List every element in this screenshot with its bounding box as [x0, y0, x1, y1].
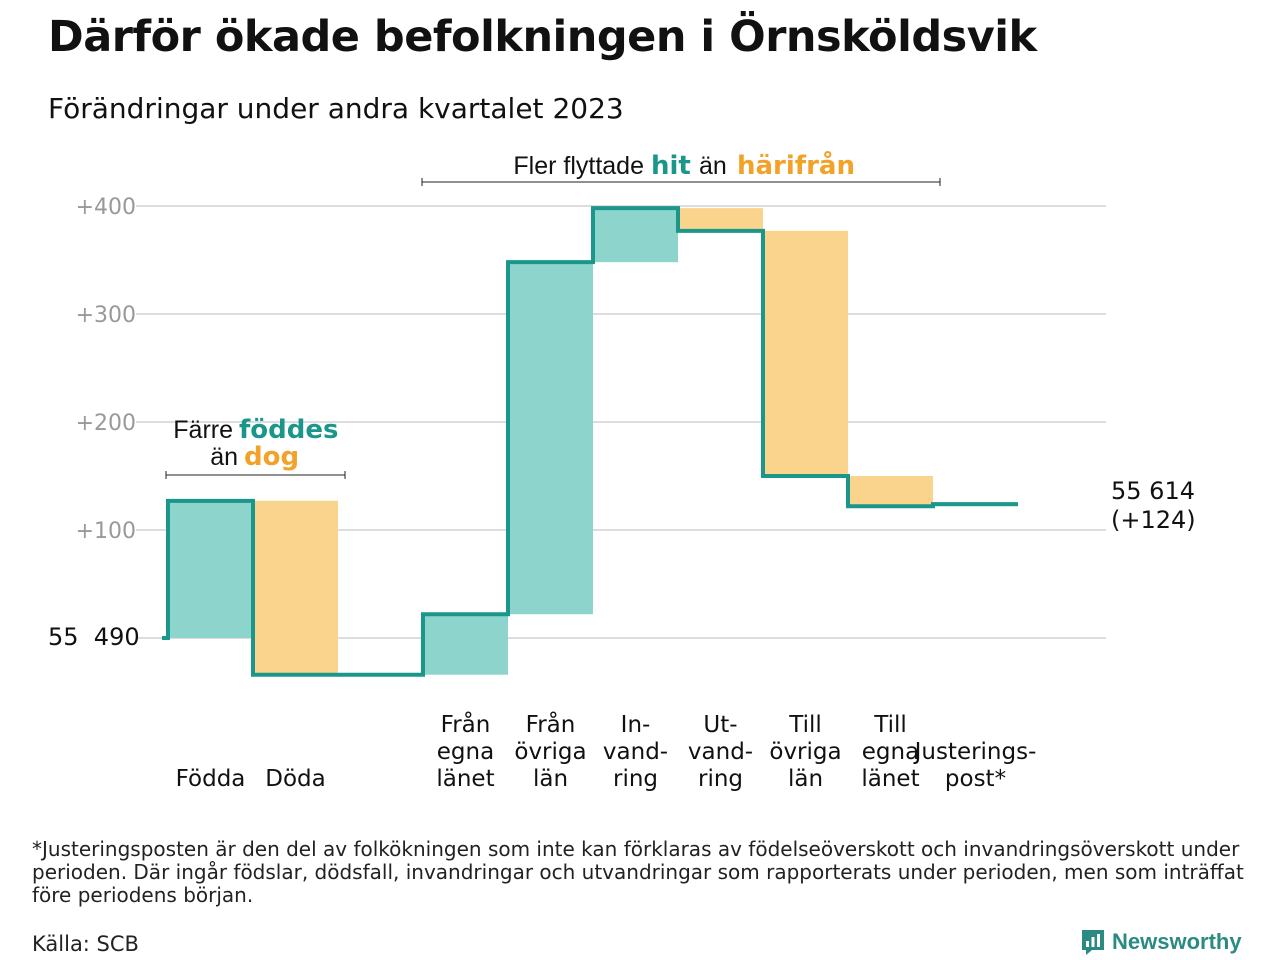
bar: [593, 208, 678, 263]
annotation-left-prefix: Färre: [173, 416, 233, 444]
end-change-label: (+124): [1111, 506, 1196, 534]
annotation-top-harifran: härifrån: [737, 149, 855, 181]
bar: [168, 500, 253, 638]
annotation-top-hit: hit: [651, 151, 691, 181]
chart-title: Därför ökade befolkningen i Örnsköldsvik: [48, 12, 1037, 62]
category-label: Från: [441, 710, 491, 738]
bar: [508, 262, 593, 615]
y-tick-label: +100: [76, 519, 136, 544]
annotation-left-dog: dog: [244, 442, 299, 472]
step-line-path: [162, 206, 1018, 677]
chart-subtitle: Förändringar under andra kvartalet 2023: [48, 92, 624, 125]
step-line: [162, 206, 1018, 677]
category-label: ring: [613, 766, 658, 792]
bar: [848, 476, 933, 507]
category-labels: Födda DödaFrånegnalänetFrånövrigalänIn-va…: [176, 710, 1037, 792]
bar: [763, 230, 848, 476]
category-label: länet: [436, 766, 494, 792]
end-value-label: 55 614: [1111, 477, 1195, 505]
bar: [678, 208, 763, 231]
category-label: Ut-: [703, 712, 737, 738]
bar: [253, 500, 338, 675]
annotation-top-prefix: Fler flyttade: [513, 152, 644, 180]
start-value-label: 55 490: [48, 623, 140, 651]
bars: [168, 208, 1018, 675]
brand-name: Newsworthy: [1112, 929, 1242, 954]
y-tick-label: +300: [76, 303, 136, 328]
annotation-left-mid: än: [210, 443, 238, 471]
annotation-top-mid: än: [699, 152, 727, 180]
category-label: län: [533, 766, 568, 792]
y-tick-labels: +100 +200 +300 +400: [76, 195, 136, 544]
category-label: övriga: [769, 739, 841, 765]
category-label: Döda: [265, 766, 325, 792]
source-label: Källa: SCB: [32, 932, 139, 956]
newsworthy-logo-icon: [1082, 930, 1104, 955]
waterfall-chart: +100+200+300+400 Födda DödaFrånegnalänetF…: [48, 149, 1196, 792]
category-label: Till: [873, 712, 907, 738]
category-label: övriga: [514, 739, 586, 765]
y-tick-label: +400: [76, 195, 136, 220]
category-label: egna: [437, 739, 494, 765]
brand-logo: Newsworthy: [1080, 928, 1242, 956]
footnote: *Justeringsposten är den del av folkökni…: [32, 837, 1244, 907]
category-label: Från: [526, 710, 576, 738]
bar: [423, 614, 508, 675]
category-label: In-: [621, 712, 651, 738]
category-label: vand-: [603, 739, 668, 765]
category-label: ring: [698, 766, 743, 792]
category-label: Justerings-: [913, 739, 1037, 765]
category-label: län: [788, 766, 823, 792]
category-label: post*: [945, 766, 1006, 792]
category-label: länet: [861, 766, 919, 792]
y-tick-label: +200: [76, 411, 136, 436]
category-label: vand-: [688, 739, 753, 765]
category-label: Födda: [176, 766, 246, 792]
category-label: Till: [788, 712, 822, 738]
category-label: egna: [862, 739, 919, 765]
annotation-left-foddes: föddes: [239, 415, 339, 445]
annotation-top: Fler flyttade hit än härifrån: [421, 149, 941, 186]
annotation-left: Färre föddes än dog: [165, 415, 346, 479]
